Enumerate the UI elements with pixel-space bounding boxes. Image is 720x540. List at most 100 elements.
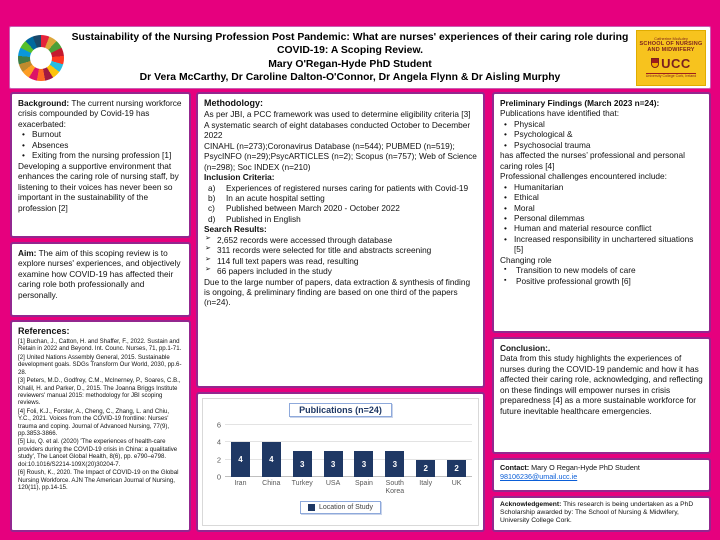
reference-item: [1] Buchan, J., Catton, H. and Shaffer, …	[18, 337, 182, 353]
inclusion-item: In an acute hospital setting	[208, 192, 325, 204]
bar-china: 4	[261, 442, 281, 477]
bar-value-label: 2	[423, 463, 428, 473]
chart-plot: 4 4 3 3 3 3 2 2	[225, 424, 472, 477]
chart-baseline	[225, 476, 472, 477]
methodology-paragraph: As per JBI, a PCC framework was used to …	[204, 109, 471, 120]
reference-item: [3] Peters, M.D., Godfrey, C.M., McInern…	[18, 377, 181, 407]
bar-slot: 3	[287, 425, 318, 477]
poster-supervisors: Dr Vera McCarthy, Dr Caroline Dalton-O'C…	[139, 72, 561, 83]
bar-value-label: 3	[361, 459, 367, 469]
poster-title: Sustainability of the Nursing Profession…	[71, 32, 629, 56]
chart-legend: Location of Study	[299, 500, 382, 514]
findings-trauma-note: has affected the nurses’ professional an…	[500, 150, 685, 171]
background-outro: Developing a supportive environment that…	[18, 160, 179, 213]
references-section: References: [1] Buchan, J., Catton, H. a…	[10, 320, 191, 532]
findings-intro: Publications have identified that:	[500, 108, 620, 119]
chart-y-axis: 0 2 4 6	[209, 421, 225, 482]
x-tick-label: UK	[451, 480, 462, 487]
bar-slot: 3	[349, 425, 380, 477]
bar-slot: 2	[410, 425, 441, 477]
poster-author: Mary O'Regan-Hyde PhD Student	[268, 59, 432, 70]
bar-spain: 3	[354, 451, 374, 477]
bar-value-label: 3	[299, 459, 305, 469]
y-tick-label: 2	[216, 455, 221, 465]
background-intro: The current nursing workforce crisis com…	[18, 98, 182, 129]
contact-email-link[interactable]: 98106236@umail.ucc.ie	[500, 472, 578, 481]
list-item: Psychosocial trauma	[500, 140, 703, 151]
reference-item: [2] United Nations Assembly General, 201…	[18, 353, 182, 376]
publications-chart-section: Publications (n=24) 0 2 4 6 4 4 3 3 3 3 2 2 Iran Ch…	[196, 392, 485, 532]
background-section: Background: The current nursing workforc…	[10, 92, 191, 238]
list-item: Absences	[18, 140, 183, 151]
aim-section: Aim: The aim of this scoping review is t…	[10, 242, 191, 317]
acknowledgement-label: Acknowledgement:	[500, 501, 562, 508]
y-tick-label: 0	[216, 472, 221, 482]
list-item: Moral	[500, 203, 703, 214]
list-item: Burnout	[18, 129, 183, 140]
x-tick-label: Iran	[234, 480, 247, 487]
bar-usa: 3	[323, 451, 343, 477]
bar-value-label: 2	[454, 463, 459, 473]
list-item: Increased responsibility in unchartered …	[500, 234, 703, 255]
list-item: Humanitarian	[500, 182, 703, 193]
list-item: Positive professional growth [6]	[500, 276, 703, 286]
bar-chart: Publications (n=24) 0 2 4 6 4 4 3 3 3 3 2 2 Iran Ch…	[202, 398, 479, 526]
ucc-logo-line3: AND MIDWIFERY	[647, 47, 695, 54]
background-heading: Background:	[18, 98, 70, 108]
search-result-item: 114 full text papers was read, resulting	[204, 256, 477, 266]
conclusion-heading: Conclusion:.	[500, 343, 551, 353]
search-results-heading: Search Results:	[204, 224, 267, 235]
ucc-logo-line1: Catherine McAuley	[654, 35, 688, 41]
list-item: Psychological &	[500, 129, 703, 140]
header: Sustainability of the Nursing Profession…	[9, 26, 711, 89]
x-tick-label: Spain	[354, 480, 373, 487]
bar-south-korea: 3	[385, 451, 405, 477]
list-item: Personal dilemmas	[500, 213, 703, 224]
gridline	[225, 424, 472, 425]
methodology-section: Methodology: As per JBI, a PCC framework…	[196, 92, 485, 388]
bar-iran: 4	[230, 442, 250, 477]
aim-body: The aim of this scoping review is to exp…	[18, 248, 181, 300]
x-tick-label: China	[262, 480, 281, 487]
bar-slot: 4	[256, 425, 287, 477]
sdg-goals-wheel-icon	[18, 34, 64, 81]
aim-heading: Aim:	[18, 248, 37, 258]
list-item: Ethical	[500, 192, 703, 203]
acknowledgement-text: Acknowledgement: This research is being …	[500, 501, 703, 526]
inclusion-item: Published between March 2020 - October 2…	[208, 203, 400, 214]
chart-x-labels: Iran China Turkey USA Spain South Korea Italy U…	[225, 480, 472, 496]
bar-value-label: 4	[238, 455, 243, 465]
reference-item: [5] Liu, Q. et al. (2020) 'The experienc…	[18, 438, 178, 468]
search-result-item: 2,652 records were accessed through data…	[204, 235, 477, 245]
findings-changing-role: Changing role	[500, 254, 552, 265]
bar-value-label: 4	[269, 455, 274, 465]
findings-challenges-intro: Professional challenges encountered incl…	[500, 171, 667, 182]
methodology-paragraph: CINAHL (n=273);Coronavirus Database (n=5…	[204, 140, 477, 172]
x-tick-label: Italy	[419, 480, 433, 487]
x-tick-label: Turkey	[291, 480, 313, 487]
bar-slot: 4	[225, 425, 256, 477]
aim-text: Aim: The aim of this scoping review is t…	[18, 248, 183, 300]
bar-turkey: 3	[292, 451, 312, 477]
list-item: Human and material resource conflict	[500, 223, 703, 234]
y-tick-label: 6	[216, 420, 221, 430]
reference-item: [4] Foli, K.J., Forster, A., Cheng, C., …	[18, 407, 170, 438]
bar-slot: 3	[379, 425, 410, 477]
title-block: Sustainability of the Nursing Profession…	[64, 31, 636, 84]
ucc-logo-line4: University College Cork, Ireland	[645, 72, 697, 78]
x-tick-label: USA	[325, 480, 341, 487]
reference-item: [6] Roush, K., 2020. The Impact of COVID…	[18, 469, 179, 491]
contact-section: Contact: Mary O Regan-Hyde PhD Student 9…	[492, 458, 711, 492]
ucc-logo-line2: SCHOOL OF NURSING	[639, 40, 703, 47]
legend-label: Location of Study	[318, 503, 374, 511]
search-result-item: 311 records were selected for title and …	[204, 245, 477, 255]
chart-bars: 4 4 3 3 3 3 2 2	[225, 425, 472, 477]
inclusion-heading: Inclusion Criteria:	[204, 172, 275, 183]
references-heading: References:	[18, 326, 70, 336]
contact-name: Mary O Regan-Hyde PhD Student	[531, 463, 640, 472]
findings-heading: Preliminary Findings (March 2023 n=24):	[500, 98, 660, 108]
bar-value-label: 3	[392, 459, 398, 469]
contact-label: Contact:	[500, 463, 530, 472]
acknowledgement-body: This research is being undertaken as a P…	[500, 501, 694, 525]
